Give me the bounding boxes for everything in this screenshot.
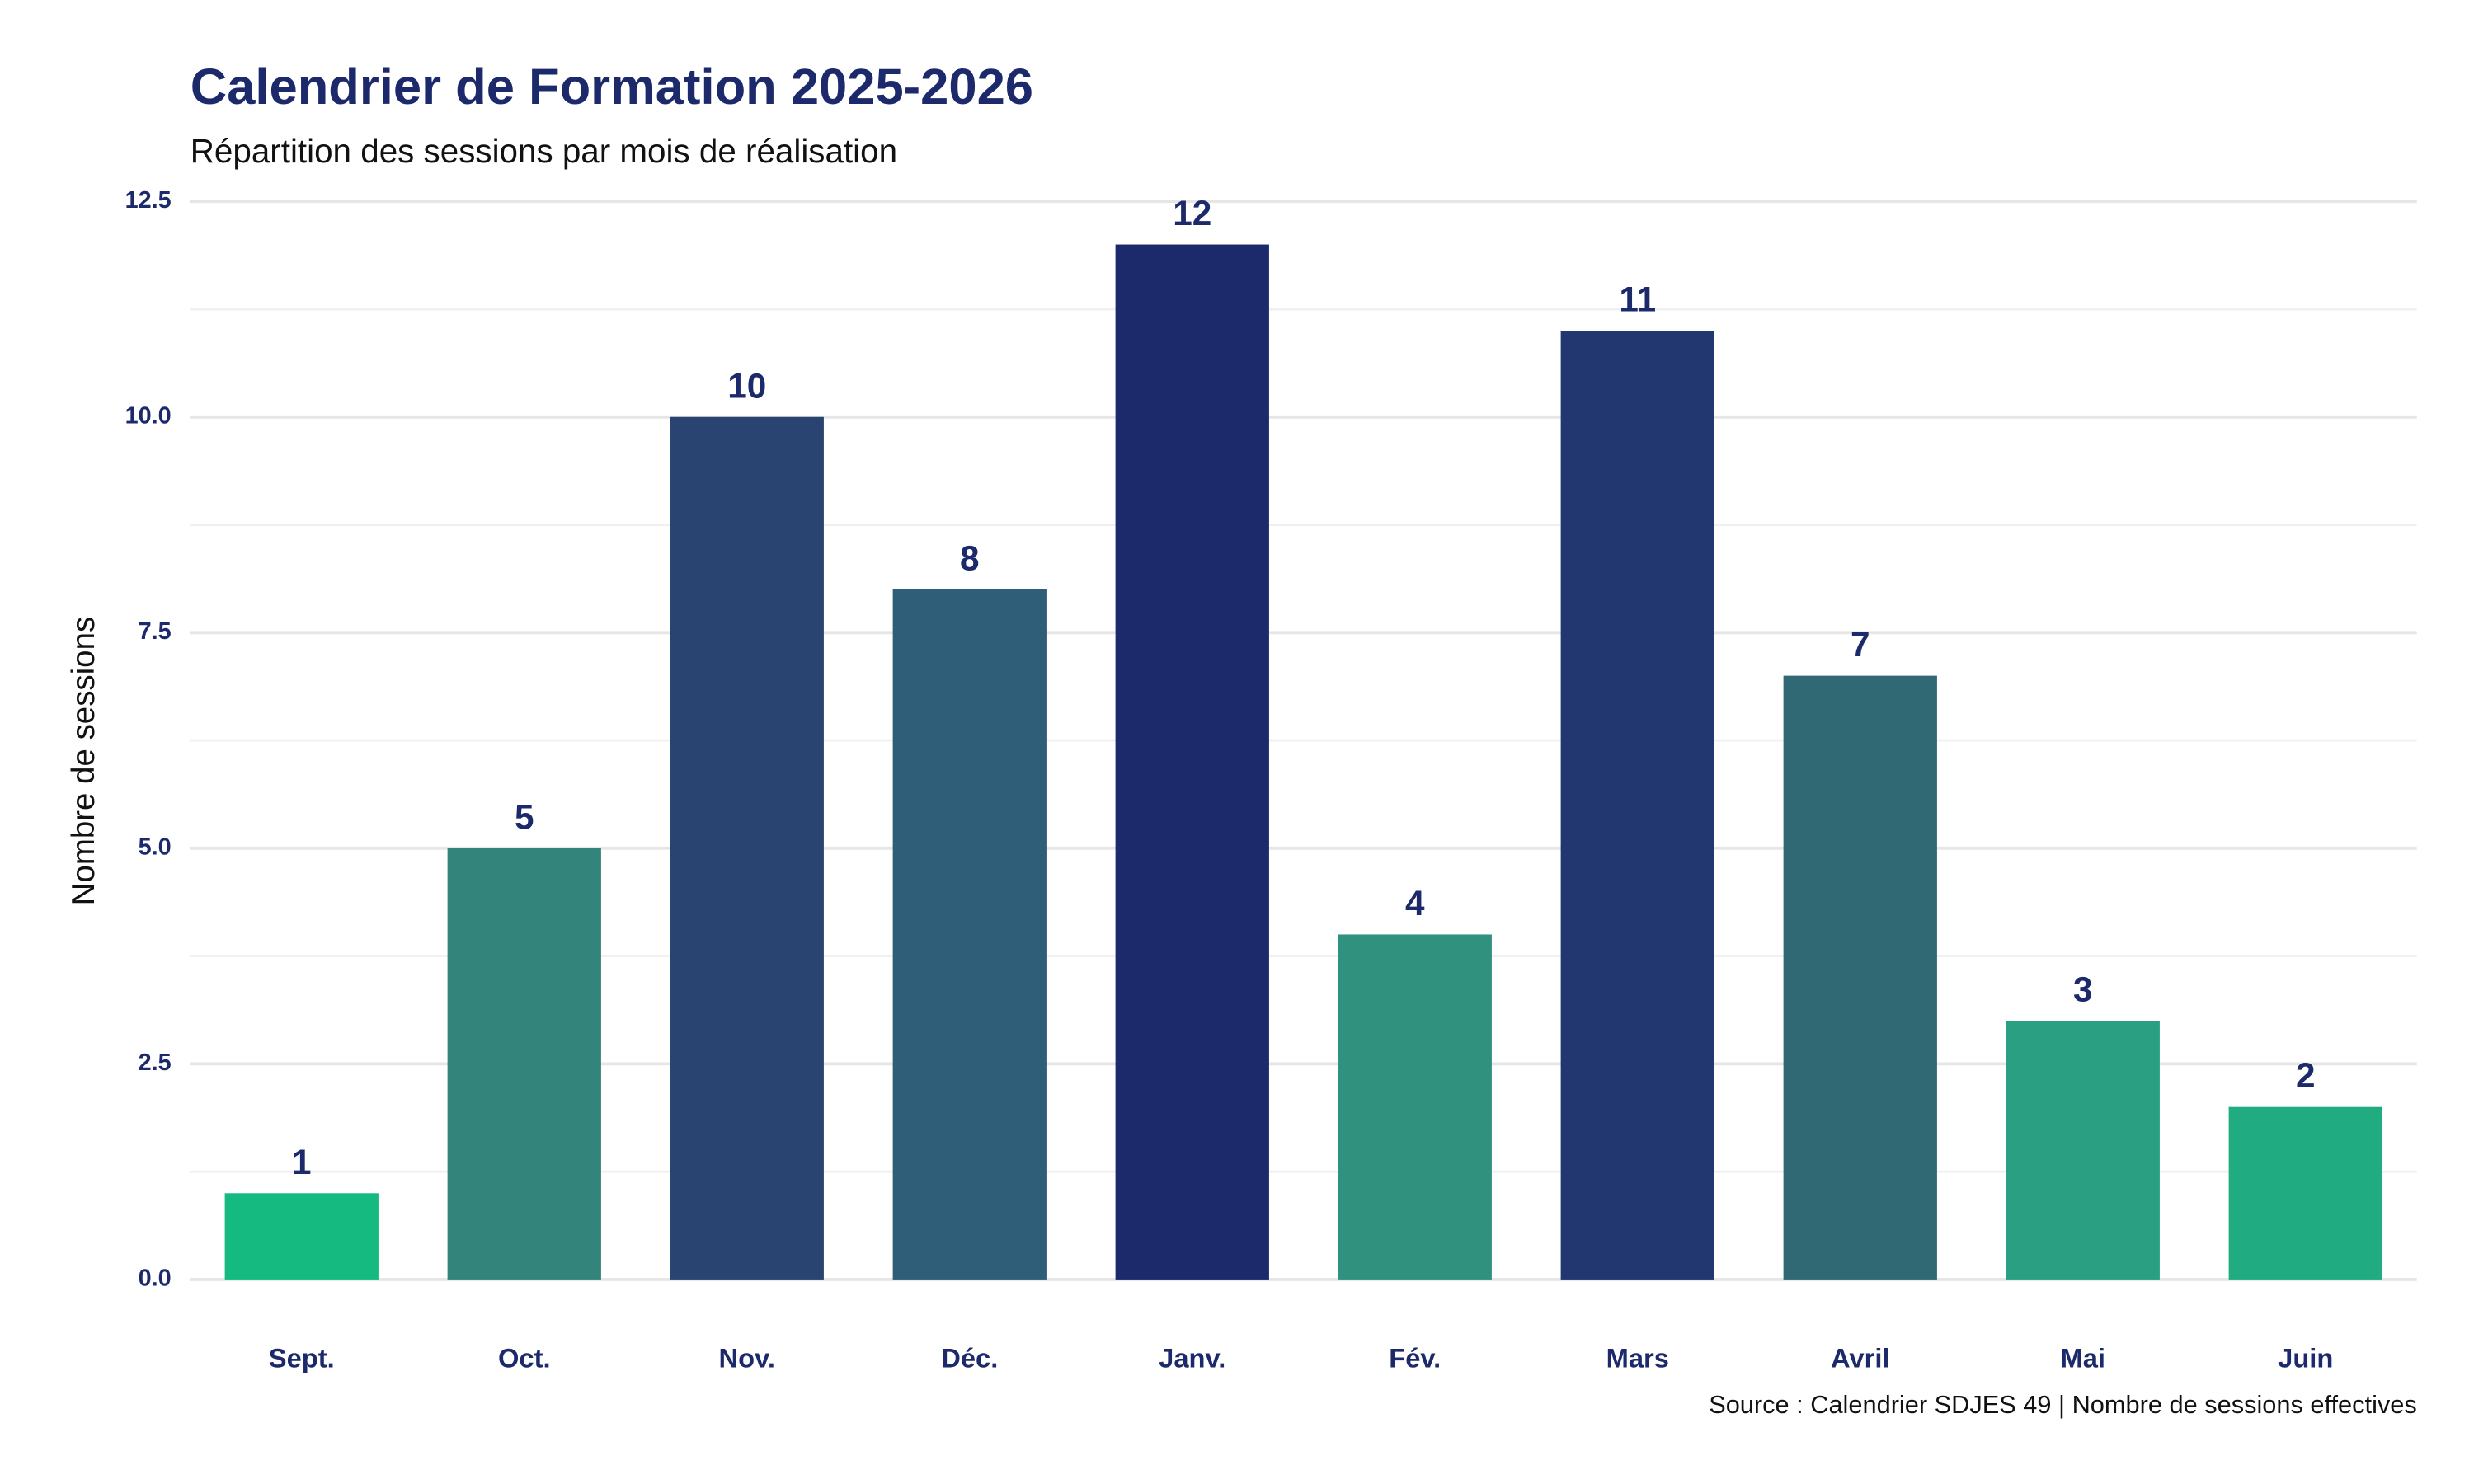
- value-label: 5: [515, 797, 534, 836]
- value-label: 4: [1405, 884, 1425, 923]
- caption: Source : Calendrier SDJES 49 | Nombre de…: [1709, 1390, 2417, 1419]
- bar: [1338, 934, 1492, 1280]
- y-tick-label: 12.5: [125, 187, 172, 214]
- y-tick-label: 0.0: [139, 1266, 172, 1292]
- bar: [447, 848, 601, 1280]
- x-tick-label: Mars: [1606, 1343, 1669, 1374]
- bar: [1783, 675, 1937, 1280]
- y-tick-label: 5.0: [139, 834, 172, 860]
- y-tick-label: 2.5: [139, 1050, 172, 1076]
- y-axis-label: Nombre de sessions: [66, 617, 101, 906]
- bar: [224, 1193, 379, 1280]
- bar: [892, 589, 1047, 1280]
- value-label: 7: [1851, 625, 1870, 664]
- chart-subtitle: Répartition des sessions par mois de réa…: [190, 132, 897, 170]
- value-label: 10: [727, 366, 766, 405]
- bar: [1115, 244, 1269, 1280]
- value-label: 8: [960, 539, 980, 578]
- x-tick-label: Juin: [2278, 1343, 2333, 1374]
- value-label: 2: [2296, 1056, 2316, 1095]
- value-label: 12: [1173, 194, 1211, 232]
- x-tick-label: Mai: [2061, 1343, 2105, 1374]
- value-label: 11: [1619, 280, 1656, 319]
- x-tick-label: Nov.: [719, 1343, 775, 1374]
- value-label: 1: [292, 1143, 312, 1181]
- x-tick-label: Sept.: [269, 1343, 335, 1374]
- bar: [1560, 331, 1714, 1280]
- y-tick-label: 10.0: [125, 402, 172, 429]
- x-tick-label: Janv.: [1159, 1343, 1225, 1374]
- bar: [2006, 1021, 2160, 1280]
- bar: [670, 416, 824, 1280]
- x-tick-label: Déc.: [941, 1343, 998, 1374]
- x-tick-label: Fév.: [1389, 1343, 1441, 1374]
- y-tick-label: 7.5: [139, 618, 172, 645]
- bar: [2228, 1106, 2382, 1280]
- x-tick-label: Oct.: [498, 1343, 551, 1374]
- value-label: 3: [2073, 970, 2093, 1009]
- x-tick-label: Avril: [1831, 1343, 1889, 1374]
- chart-title: Calendrier de Formation 2025-2026: [190, 59, 1033, 115]
